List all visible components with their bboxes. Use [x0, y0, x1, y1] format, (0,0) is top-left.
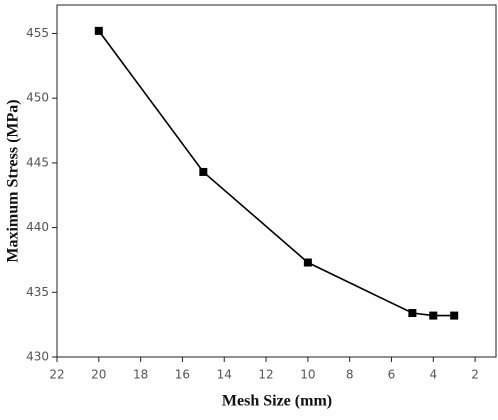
y-axis-title: Maximum Stress (MPa) [5, 99, 22, 262]
x-tick-label: 22 [49, 368, 64, 382]
y-tick-label: 450 [26, 91, 49, 105]
y-tick-label: 440 [26, 220, 49, 234]
x-tick-label: 6 [388, 368, 396, 382]
marker [408, 309, 417, 317]
marker [450, 311, 459, 320]
marker [199, 167, 208, 176]
x-tick-label: 4 [429, 368, 437, 382]
line [98, 30, 455, 317]
x-tick-label: 14 [217, 368, 232, 382]
x-tick-label: 12 [258, 368, 273, 382]
marker [303, 258, 312, 267]
x-tick-label: 8 [346, 368, 354, 382]
marker [429, 311, 438, 320]
y-tick-label: 445 [26, 155, 49, 169]
y-tick-label: 430 [26, 350, 49, 364]
x-axis-title: Mesh Size (mm) [222, 393, 332, 410]
y-tick-label: 455 [26, 26, 49, 40]
plot-frame [56, 4, 497, 358]
x-tick-label: 20 [91, 368, 106, 382]
y-tick-label: 435 [26, 285, 49, 299]
x-tick-label: 10 [300, 368, 315, 382]
x-tick-label: 2 [471, 368, 479, 382]
x-tick-label: 16 [175, 368, 190, 382]
x-tick-label: 18 [133, 368, 148, 382]
marker [94, 26, 103, 35]
